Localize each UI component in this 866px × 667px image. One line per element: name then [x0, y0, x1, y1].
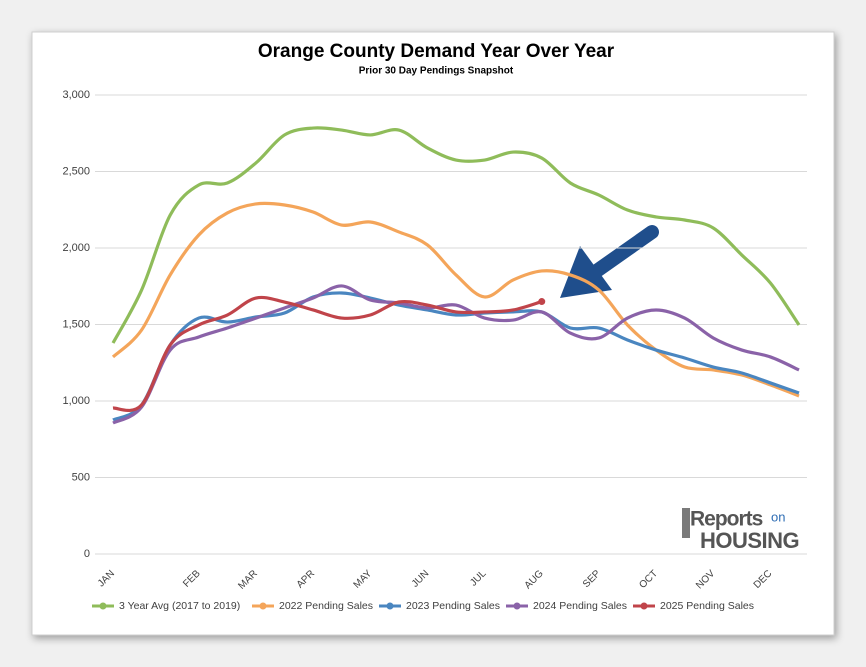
- y-tick-label: 500: [72, 471, 90, 483]
- series-line: [112, 295, 543, 413]
- series-line: [112, 284, 800, 425]
- legend-dot: [99, 602, 107, 610]
- legend-label: 3 Year Avg (2017 to 2019): [119, 600, 240, 612]
- series-line: [112, 291, 800, 422]
- legend-dot: [640, 602, 648, 610]
- series-line: [111, 126, 801, 344]
- legend-dot: [259, 602, 267, 610]
- card: [31, 31, 835, 636]
- y-tick-label: 1,500: [62, 318, 90, 330]
- chart-title: Orange County Demand Year Over Year: [258, 41, 615, 62]
- legend-label: 2023 Pending Sales: [406, 600, 500, 612]
- arrow: [560, 225, 659, 298]
- y-tick-label: 2,500: [62, 165, 90, 177]
- logo-big: HOUSING: [700, 528, 799, 553]
- legend-label: 2024 Pending Sales: [533, 600, 627, 612]
- logo-small: on: [771, 509, 785, 524]
- legend-dot: [386, 602, 394, 610]
- y-tick-label: 0: [84, 548, 90, 560]
- legend-dot: [513, 602, 521, 610]
- series-line: [111, 201, 800, 398]
- chart-subtitle: Prior 30 Day Pendings Snapshot: [359, 66, 514, 77]
- legend-label: 2022 Pending Sales: [279, 600, 373, 612]
- y-tick-label: 2,000: [62, 242, 90, 254]
- legend-label: 2025 Pending Sales: [660, 600, 754, 612]
- y-tick-label: 1,000: [62, 395, 90, 407]
- logo: Reports on HOUSING: [682, 508, 800, 553]
- logo-brand: Reports: [690, 508, 763, 531]
- end-marker: [538, 298, 546, 306]
- y-tick-label: 3,000: [62, 89, 90, 101]
